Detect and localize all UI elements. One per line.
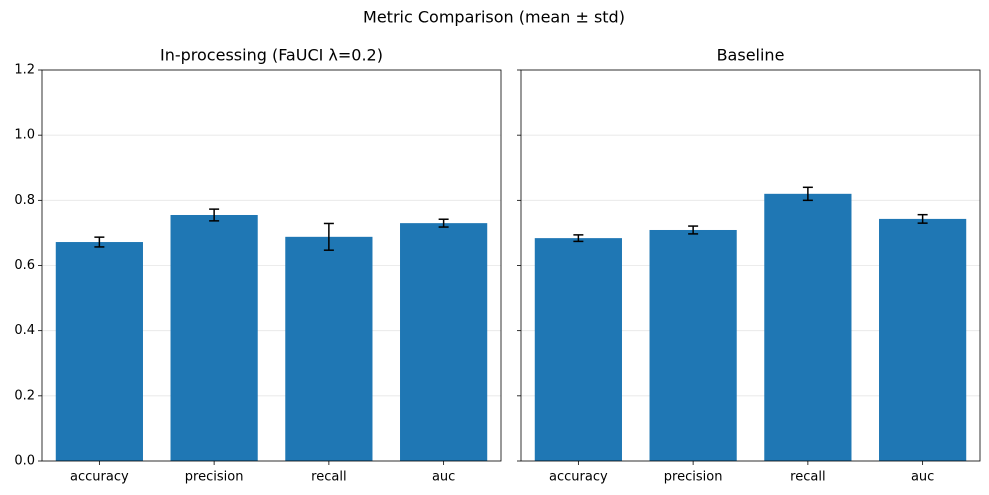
x-tick-label: auc — [432, 470, 455, 485]
x-tick-label: accuracy — [549, 470, 608, 485]
x-tick-label: recall — [311, 470, 346, 485]
bar — [879, 218, 967, 461]
error-bar — [323, 222, 334, 251]
figure-title: Metric Comparison (mean ± std) — [363, 8, 625, 27]
y-tick-label: 0.4 — [14, 323, 35, 338]
axes-title: Baseline — [717, 46, 785, 65]
axes-frame — [520, 69, 981, 462]
y-tick-label: 0.6 — [14, 258, 35, 273]
y-tick-label: 1.2 — [14, 63, 35, 78]
bar — [400, 223, 488, 461]
x-tick-label: accuracy — [70, 470, 129, 485]
bar — [285, 236, 373, 461]
x-tick-label: precision — [185, 470, 244, 485]
error-bar — [438, 218, 449, 228]
bar — [764, 193, 852, 462]
y-tick-label: 0.0 — [14, 454, 35, 469]
error-bar — [209, 208, 220, 222]
y-tick-label: 0.8 — [14, 193, 35, 208]
y-tick-label: 0.2 — [14, 388, 35, 403]
x-tick-label: auc — [911, 470, 934, 485]
bar — [55, 242, 143, 461]
axes-frame — [41, 69, 502, 462]
error-bar — [802, 186, 813, 202]
bar — [649, 229, 737, 461]
error-bar — [917, 213, 928, 224]
x-tick-label: precision — [664, 470, 723, 485]
bar — [534, 238, 622, 461]
y-tick-label: 1.0 — [14, 128, 35, 143]
bar — [170, 214, 258, 461]
x-tick-label: recall — [790, 470, 825, 485]
axes-title: In-processing (FaUCI λ=0.2) — [160, 46, 383, 65]
error-bar — [688, 225, 699, 235]
error-bar — [573, 234, 584, 243]
error-bar — [94, 236, 105, 248]
